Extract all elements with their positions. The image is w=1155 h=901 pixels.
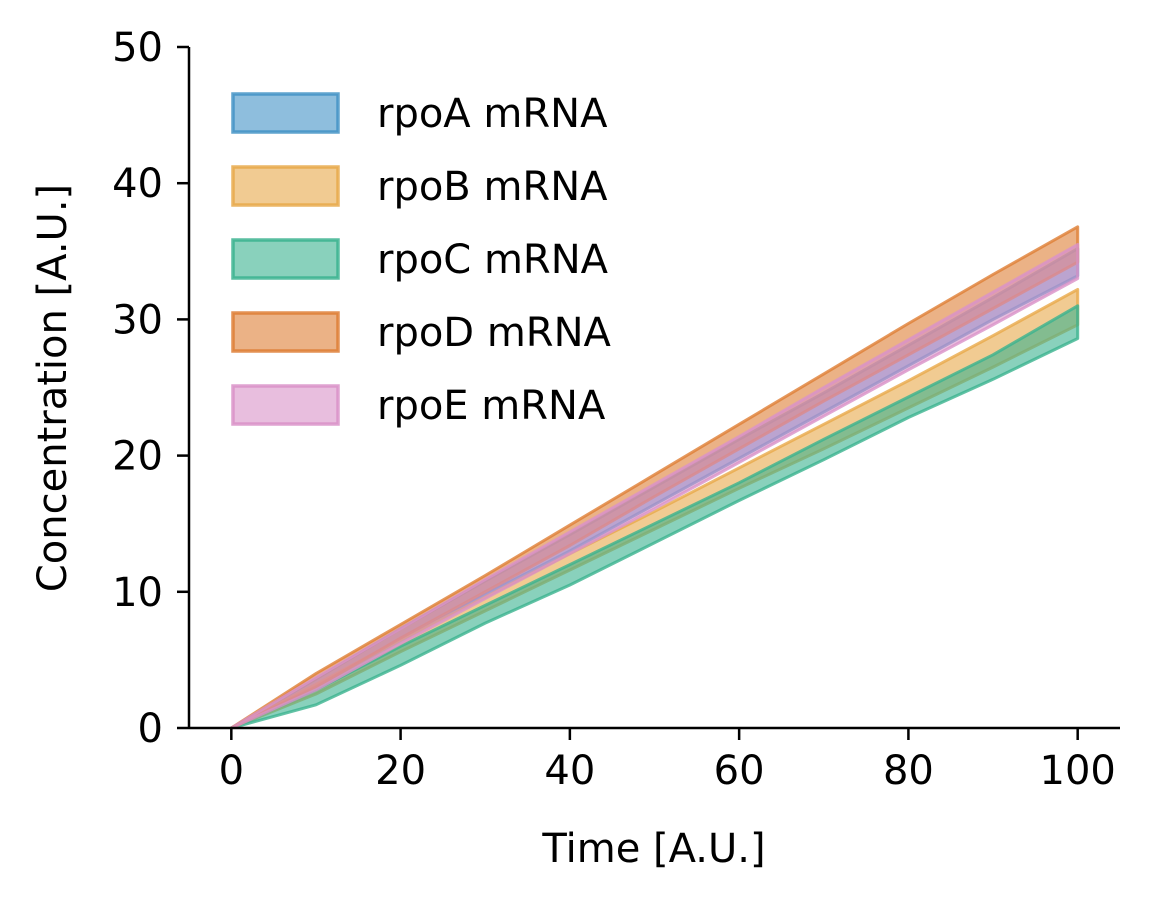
y-tick-label: 10 (112, 570, 163, 616)
y-axis-label: Concentration [A.U.] (30, 184, 76, 592)
legend-label: rpoB mRNA (377, 164, 608, 210)
x-tick-label: 60 (714, 748, 765, 794)
legend: rpoA mRNA rpoB mRNA rpoC mRNA rpoD mRNA rpoE… (231, 91, 612, 429)
axes (187, 47, 1120, 730)
x-tick-label: 40 (544, 748, 595, 794)
x-tick-label: 20 (375, 748, 426, 794)
legend-label: rpoA mRNA (377, 91, 608, 137)
y-tick-label: 40 (112, 161, 163, 207)
legend-swatch (231, 238, 340, 280)
series-bands (229, 225, 1080, 730)
y-ticks: 0 10 20 30 40 50 (112, 25, 189, 752)
y-tick-label: 0 (138, 706, 163, 752)
x-tick-label: 80 (883, 748, 934, 794)
legend-label: rpoC mRNA (377, 237, 609, 283)
band-rpoe-mrna (229, 243, 1080, 730)
legend-label: rpoE mRNA (377, 383, 606, 429)
legend-swatch (231, 92, 340, 134)
x-tick-label: 0 (219, 748, 244, 794)
y-tick-label: 20 (112, 434, 163, 480)
y-tick-label: 50 (112, 25, 163, 71)
x-tick-label: 100 (1040, 748, 1116, 794)
band-rpoc-mrna (229, 304, 1080, 730)
x-ticks: 0 20 40 60 80 100 (219, 728, 1116, 794)
y-tick-label: 30 (112, 297, 163, 343)
legend-swatch (231, 384, 340, 426)
legend-swatch (231, 311, 340, 353)
x-axis-label: Time [A.U.] (541, 826, 765, 872)
legend-swatch (231, 165, 340, 207)
legend-label: rpoD mRNA (377, 310, 612, 356)
